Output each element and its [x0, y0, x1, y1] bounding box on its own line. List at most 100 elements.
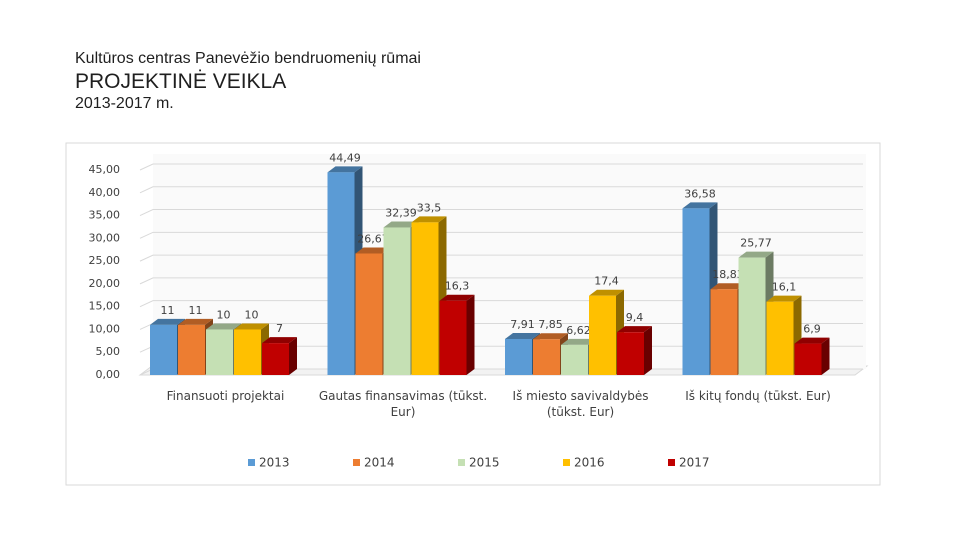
- y-tick-label: 35,00: [89, 209, 121, 222]
- bar-top: [262, 337, 297, 344]
- bar: [355, 253, 383, 375]
- value-label: 6,9: [803, 323, 821, 336]
- bar: [327, 172, 355, 375]
- bar: [589, 295, 616, 375]
- bar-top: [327, 166, 363, 173]
- x-tick-label: Gautas finansavimas (tūkst. Eur): [318, 389, 488, 419]
- bar-top: [682, 202, 718, 209]
- legend-label: 2013: [259, 456, 290, 470]
- bar: [439, 300, 467, 375]
- bar: [617, 332, 644, 375]
- grid-line: [139, 277, 863, 285]
- bar: [682, 208, 710, 375]
- grid-line: [139, 163, 863, 171]
- bar-top: [234, 323, 269, 330]
- value-label: 7,85: [538, 318, 563, 331]
- slide-title: PROJEKTINĖ VEIKLA: [75, 70, 287, 93]
- value-label: 17,4: [594, 275, 619, 288]
- y-tick-label: 15,00: [89, 300, 121, 313]
- bar-top: [439, 294, 475, 301]
- value-label: 44,49: [329, 151, 361, 164]
- bar: [234, 329, 261, 375]
- bar: [533, 339, 560, 375]
- legend-swatch: [668, 459, 675, 466]
- value-label: 10: [245, 308, 259, 321]
- value-label: 10: [217, 308, 231, 321]
- bar-top: [150, 318, 185, 325]
- y-tick-label: 25,00: [89, 254, 121, 267]
- bar: [206, 329, 233, 375]
- x-tick-label: Finansuoti projektai: [166, 389, 285, 403]
- bar-top: [617, 326, 652, 333]
- value-label: 18,83: [712, 268, 744, 281]
- bar-top: [178, 318, 213, 325]
- value-label: 16,3: [445, 280, 470, 293]
- y-tick-label: 40,00: [89, 186, 121, 199]
- period: 2013-2017 m.: [75, 95, 174, 112]
- bar-top: [589, 289, 624, 296]
- bar-top: [794, 337, 830, 344]
- bar-top: [738, 251, 774, 258]
- chart-frame: [65, 142, 881, 486]
- bar-top: [411, 216, 447, 223]
- bar-top: [533, 333, 568, 340]
- bar: [383, 227, 411, 375]
- org-name: Kultūros centras Panevėžio bendruomenių …: [75, 50, 421, 67]
- bar-top: [505, 332, 540, 339]
- bar: [794, 343, 822, 375]
- bar-top: [383, 221, 419, 228]
- grid-line: [139, 231, 863, 239]
- value-label: 7,91: [510, 318, 535, 331]
- value-label: 26,67: [357, 233, 389, 246]
- bar: [505, 338, 532, 375]
- bar: [561, 344, 588, 375]
- value-label: 32,39: [385, 206, 417, 219]
- y-tick-label: 45,00: [89, 163, 121, 176]
- value-label: 16,1: [772, 281, 797, 294]
- value-label: 11: [189, 304, 203, 317]
- bar: [411, 222, 439, 375]
- y-tick-label: 30,00: [89, 231, 121, 244]
- x-tick-label: Iš kitų fondų (tūkst. Eur): [685, 389, 831, 403]
- bar-top: [355, 247, 391, 254]
- value-label: 25,77: [740, 237, 772, 250]
- value-label: 7: [276, 322, 283, 335]
- bar: [262, 343, 289, 375]
- bar: [710, 289, 738, 375]
- legend-label: 2014: [364, 456, 395, 470]
- y-tick-label: 10,00: [89, 322, 121, 335]
- legend-label: 2017: [679, 456, 710, 470]
- bar-side: [289, 337, 297, 375]
- x-tick-label: Iš miesto savivaldybės (tūkst. Eur): [512, 389, 649, 419]
- bar-top: [561, 338, 596, 345]
- legend-swatch: [458, 459, 465, 466]
- legend-label: 2015: [469, 456, 500, 470]
- legend-swatch: [353, 459, 360, 466]
- legend-swatch: [563, 459, 570, 466]
- grid-line: [139, 254, 863, 262]
- value-label: 9,4: [626, 311, 644, 324]
- value-label: 6,62: [566, 324, 591, 337]
- bar-side: [821, 337, 830, 375]
- y-tick-label: 0,00: [96, 368, 121, 381]
- legend-swatch: [248, 459, 255, 466]
- bar: [178, 324, 205, 375]
- grid-line: [139, 209, 863, 217]
- bar-top: [766, 295, 802, 302]
- y-tick-label: 5,00: [96, 345, 121, 358]
- bar-side: [644, 326, 652, 375]
- bar: [766, 301, 794, 375]
- bar: [150, 324, 177, 375]
- value-label: 11: [161, 304, 175, 317]
- grid-line: [139, 300, 863, 308]
- bar-top: [206, 323, 241, 330]
- value-label: 33,5: [417, 201, 442, 214]
- legend-label: 2016: [574, 456, 605, 470]
- bar: [738, 257, 766, 375]
- bar-side: [466, 294, 475, 375]
- value-label: 36,58: [684, 187, 716, 200]
- bar-top: [710, 283, 746, 290]
- grid-line: [139, 186, 863, 194]
